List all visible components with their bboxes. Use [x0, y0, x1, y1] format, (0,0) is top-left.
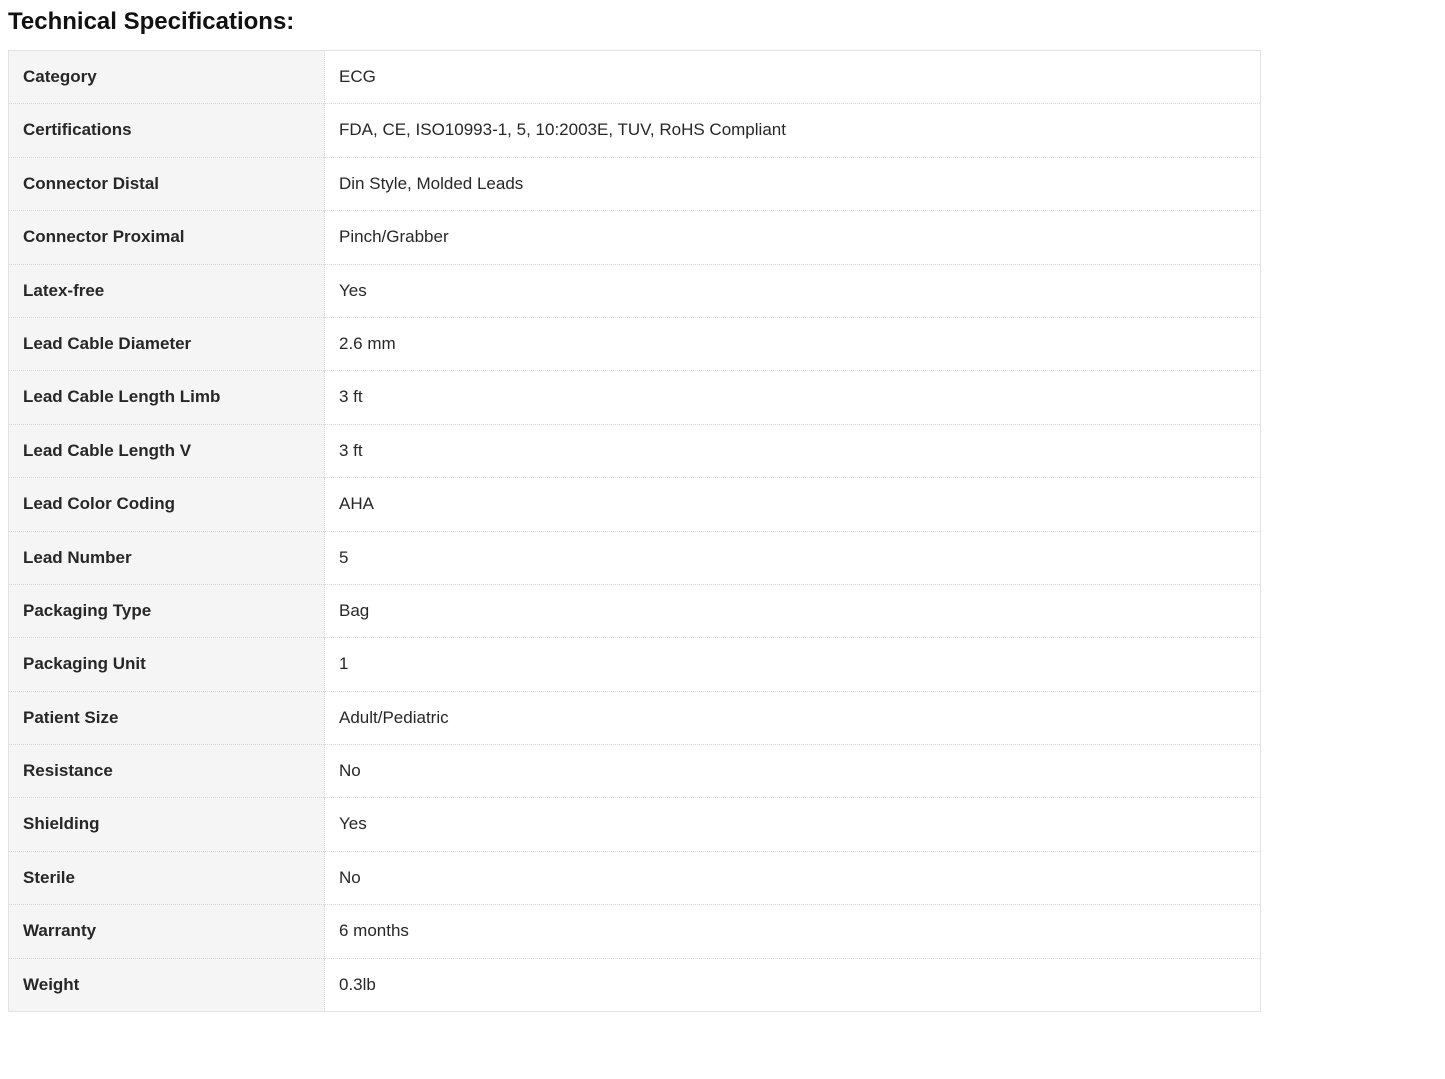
spec-key: Patient Size — [9, 691, 325, 744]
spec-value: Bag — [325, 584, 1261, 637]
spec-value: 2.6 mm — [325, 317, 1261, 370]
table-row: ShieldingYes — [9, 798, 1261, 851]
table-row: Connector DistalDin Style, Molded Leads — [9, 157, 1261, 210]
section-title: Technical Specifications: — [8, 8, 1437, 36]
spec-value: Pinch/Grabber — [325, 211, 1261, 264]
table-row: Packaging TypeBag — [9, 584, 1261, 637]
spec-key: Packaging Unit — [9, 638, 325, 691]
table-row: Lead Cable Length Limb3 ft — [9, 371, 1261, 424]
table-row: CertificationsFDA, CE, ISO10993-1, 5, 10… — [9, 104, 1261, 157]
table-row: Latex-freeYes — [9, 264, 1261, 317]
table-row: Lead Color CodingAHA — [9, 478, 1261, 531]
table-row: Lead Cable Diameter2.6 mm — [9, 317, 1261, 370]
spec-table-body: CategoryECG CertificationsFDA, CE, ISO10… — [9, 51, 1261, 1012]
spec-key: Warranty — [9, 905, 325, 958]
spec-value: Din Style, Molded Leads — [325, 157, 1261, 210]
table-row: Warranty6 months — [9, 905, 1261, 958]
spec-key: Latex-free — [9, 264, 325, 317]
table-row: ResistanceNo — [9, 745, 1261, 798]
spec-key: Lead Cable Diameter — [9, 317, 325, 370]
table-row: CategoryECG — [9, 51, 1261, 104]
table-row: SterileNo — [9, 851, 1261, 904]
spec-key: Weight — [9, 958, 325, 1011]
table-row: Weight0.3lb — [9, 958, 1261, 1011]
spec-value: No — [325, 745, 1261, 798]
table-row: Lead Cable Length V3 ft — [9, 424, 1261, 477]
spec-key: Lead Number — [9, 531, 325, 584]
spec-value: 3 ft — [325, 371, 1261, 424]
table-row: Packaging Unit1 — [9, 638, 1261, 691]
spec-value: 3 ft — [325, 424, 1261, 477]
spec-table: CategoryECG CertificationsFDA, CE, ISO10… — [8, 50, 1261, 1012]
spec-key: Lead Color Coding — [9, 478, 325, 531]
spec-key: Connector Distal — [9, 157, 325, 210]
spec-value: ECG — [325, 51, 1261, 104]
spec-value: 5 — [325, 531, 1261, 584]
spec-key: Lead Cable Length V — [9, 424, 325, 477]
spec-key: Sterile — [9, 851, 325, 904]
spec-key: Shielding — [9, 798, 325, 851]
spec-value: Yes — [325, 798, 1261, 851]
spec-key: Packaging Type — [9, 584, 325, 637]
spec-value: 6 months — [325, 905, 1261, 958]
spec-key: Lead Cable Length Limb — [9, 371, 325, 424]
spec-value: No — [325, 851, 1261, 904]
spec-value: Adult/Pediatric — [325, 691, 1261, 744]
spec-value: 0.3lb — [325, 958, 1261, 1011]
spec-key: Certifications — [9, 104, 325, 157]
spec-value: AHA — [325, 478, 1261, 531]
table-row: Connector ProximalPinch/Grabber — [9, 211, 1261, 264]
spec-key: Category — [9, 51, 325, 104]
spec-key: Connector Proximal — [9, 211, 325, 264]
table-row: Lead Number5 — [9, 531, 1261, 584]
spec-value: Yes — [325, 264, 1261, 317]
spec-value: FDA, CE, ISO10993-1, 5, 10:2003E, TUV, R… — [325, 104, 1261, 157]
spec-key: Resistance — [9, 745, 325, 798]
spec-value: 1 — [325, 638, 1261, 691]
table-row: Patient SizeAdult/Pediatric — [9, 691, 1261, 744]
